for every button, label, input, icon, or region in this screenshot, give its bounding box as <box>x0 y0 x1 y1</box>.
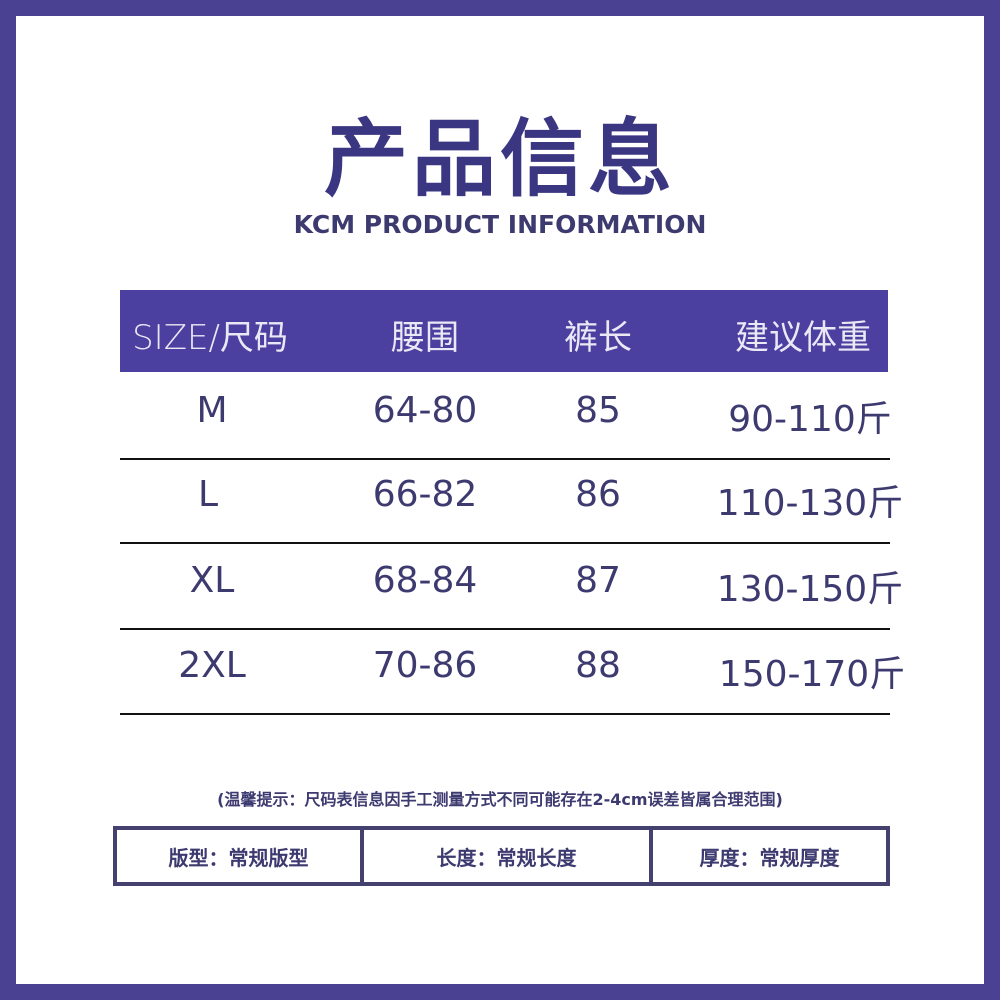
waist-cell: 68-84 <box>372 560 478 601</box>
size-cell: 2XL <box>178 645 246 686</box>
weight-cell: 150-170斤 <box>718 654 906 695</box>
waist-cell: 66-82 <box>372 474 478 515</box>
header-length: 裤长 <box>564 318 632 358</box>
table-row: 2XL 70-86 88 150-170斤 <box>120 627 905 715</box>
waist-cell: 70-86 <box>372 645 478 686</box>
length-cell: 85 <box>575 390 621 431</box>
size-cell: XL <box>189 560 235 601</box>
page-subtitle: KCM PRODUCT INFORMATION <box>293 210 707 239</box>
length-cell: 88 <box>575 645 621 686</box>
table-header: SIZE/尺码 腰围 裤长 建议体重 <box>120 290 888 372</box>
weight-cell: 90-110斤 <box>728 399 892 440</box>
page-title: 产品信息 <box>323 110 676 208</box>
measurement-note: (温馨提示：尺码表信息因手工测量方式不同可能存在2-4cm误差皆属合理范围) <box>217 790 783 809</box>
attribute-length: 长度：常规长度 <box>364 830 653 882</box>
attributes-box: 版型：常规版型 长度：常规长度 厚度：常规厚度 <box>113 826 890 886</box>
weight-cell: 130-150斤 <box>716 569 904 610</box>
header-size: SIZE/尺码 <box>132 318 288 358</box>
weight-cell: 110-130斤 <box>716 483 904 524</box>
table-row: XL 68-84 87 130-150斤 <box>120 542 903 630</box>
size-cell: M <box>196 390 228 431</box>
attribute-fit: 版型：常规版型 <box>117 830 364 882</box>
length-cell: 86 <box>575 474 621 515</box>
attribute-thickness: 厚度：常规厚度 <box>699 845 840 870</box>
header-waist: 腰围 <box>391 318 459 358</box>
table-row: L 66-82 86 110-130斤 <box>120 456 903 544</box>
header-weight: 建议体重 <box>735 318 871 358</box>
length-cell: 87 <box>575 560 621 601</box>
waist-cell: 64-80 <box>372 390 478 431</box>
table-row: M 64-80 85 90-110斤 <box>120 372 892 460</box>
size-cell: L <box>197 474 219 515</box>
